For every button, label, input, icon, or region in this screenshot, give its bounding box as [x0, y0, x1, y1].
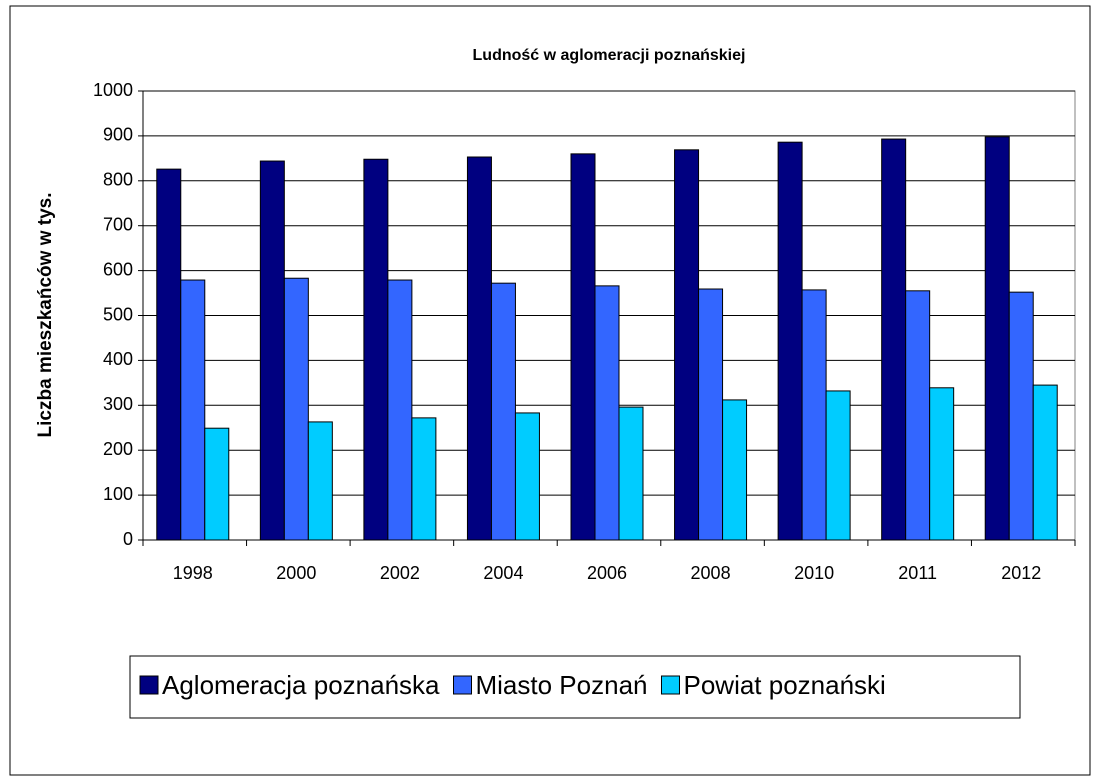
bar [801, 289, 827, 541]
bar [180, 279, 206, 541]
legend-label: Aglomeracja poznańska [162, 670, 440, 700]
bar [722, 399, 748, 541]
bar [570, 153, 596, 541]
bar [1008, 291, 1034, 541]
x-tick-label: 2006 [587, 563, 627, 583]
y-tick-label: 300 [103, 394, 133, 414]
bar [466, 156, 492, 541]
bar [594, 285, 620, 541]
bar [411, 417, 437, 541]
bar [259, 160, 285, 541]
y-axis-label: Liczba mieszkańców w tys. [35, 193, 56, 438]
y-tick-label: 400 [103, 349, 133, 369]
bar [514, 412, 540, 541]
bar [984, 136, 1010, 541]
x-tick-label: 2002 [380, 563, 420, 583]
y-tick-label: 0 [123, 529, 133, 549]
y-tick-label: 200 [103, 439, 133, 459]
x-tick-label: 2012 [1001, 563, 1041, 583]
x-tick-label: 2008 [691, 563, 731, 583]
bar [698, 288, 724, 541]
legend-swatch [660, 675, 680, 695]
bar [490, 282, 516, 541]
y-tick-label: 100 [103, 484, 133, 504]
legend-box [129, 655, 1021, 719]
x-tick-label: 2010 [794, 563, 834, 583]
bar [825, 390, 851, 541]
bar [905, 290, 931, 541]
chart-title: Ludność w aglomeracji poznańskiej [473, 47, 746, 64]
x-tick-label: 2011 [898, 563, 937, 583]
bar [929, 387, 955, 541]
bar [881, 138, 907, 541]
y-tick-label: 1000 [93, 80, 133, 100]
legend-label: Powiat poznański [683, 670, 885, 700]
bar [674, 149, 700, 541]
bar [1032, 384, 1058, 541]
bar [387, 279, 413, 541]
bar [156, 168, 182, 541]
x-tick-label: 2004 [483, 563, 523, 583]
legend-label: Miasto Poznań [476, 670, 648, 700]
y-tick-label: 900 [103, 125, 133, 145]
legend-swatch [453, 675, 472, 695]
bar [204, 427, 230, 541]
x-tick-label: 1998 [173, 563, 213, 583]
y-tick-label: 600 [103, 259, 133, 279]
bar [363, 158, 389, 541]
bar [283, 277, 309, 541]
y-tick-label: 800 [103, 170, 133, 190]
y-tick-label: 500 [103, 304, 133, 324]
bar [618, 406, 644, 541]
x-tick-label: 2000 [276, 563, 316, 583]
legend-swatch [139, 675, 159, 695]
y-tick-label: 700 [103, 214, 133, 234]
bar [307, 421, 333, 541]
bar [777, 141, 803, 541]
